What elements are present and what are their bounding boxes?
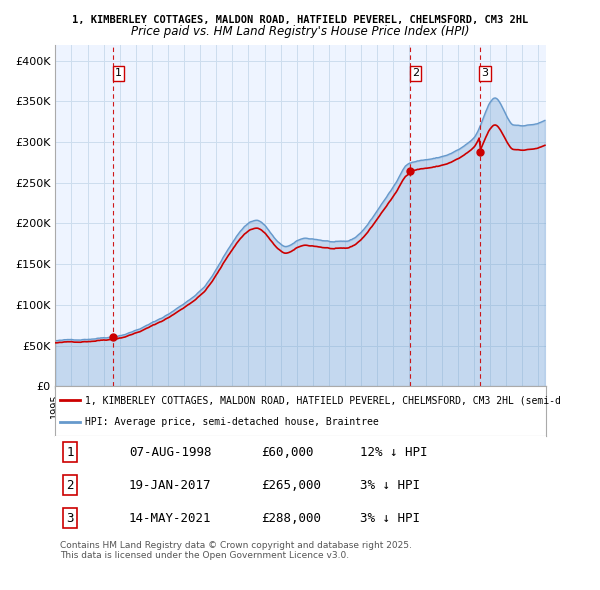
Text: 3% ↓ HPI: 3% ↓ HPI [359, 512, 419, 525]
Text: 3% ↓ HPI: 3% ↓ HPI [359, 478, 419, 491]
Text: 19-JAN-2017: 19-JAN-2017 [129, 478, 211, 491]
Text: 3: 3 [481, 68, 488, 78]
Text: 1, KIMBERLEY COTTAGES, MALDON ROAD, HATFIELD PEVEREL, CHELMSFORD, CM3 2HL (semi-: 1, KIMBERLEY COTTAGES, MALDON ROAD, HATF… [85, 395, 560, 405]
Text: £265,000: £265,000 [262, 478, 322, 491]
Text: 2: 2 [67, 478, 74, 491]
Text: Contains HM Land Registry data © Crown copyright and database right 2025.
This d: Contains HM Land Registry data © Crown c… [60, 540, 412, 560]
Text: 12% ↓ HPI: 12% ↓ HPI [359, 445, 427, 458]
Text: 14-MAY-2021: 14-MAY-2021 [129, 512, 211, 525]
Text: 3: 3 [67, 512, 74, 525]
Text: HPI: Average price, semi-detached house, Braintree: HPI: Average price, semi-detached house,… [85, 417, 379, 427]
Text: 1: 1 [115, 68, 122, 78]
Text: Price paid vs. HM Land Registry's House Price Index (HPI): Price paid vs. HM Land Registry's House … [131, 25, 469, 38]
Text: £288,000: £288,000 [262, 512, 322, 525]
Text: 07-AUG-1998: 07-AUG-1998 [129, 445, 211, 458]
Text: 2: 2 [412, 68, 419, 78]
Text: 1, KIMBERLEY COTTAGES, MALDON ROAD, HATFIELD PEVEREL, CHELMSFORD, CM3 2HL: 1, KIMBERLEY COTTAGES, MALDON ROAD, HATF… [72, 15, 528, 25]
Text: £60,000: £60,000 [262, 445, 314, 458]
Text: 1: 1 [67, 445, 74, 458]
